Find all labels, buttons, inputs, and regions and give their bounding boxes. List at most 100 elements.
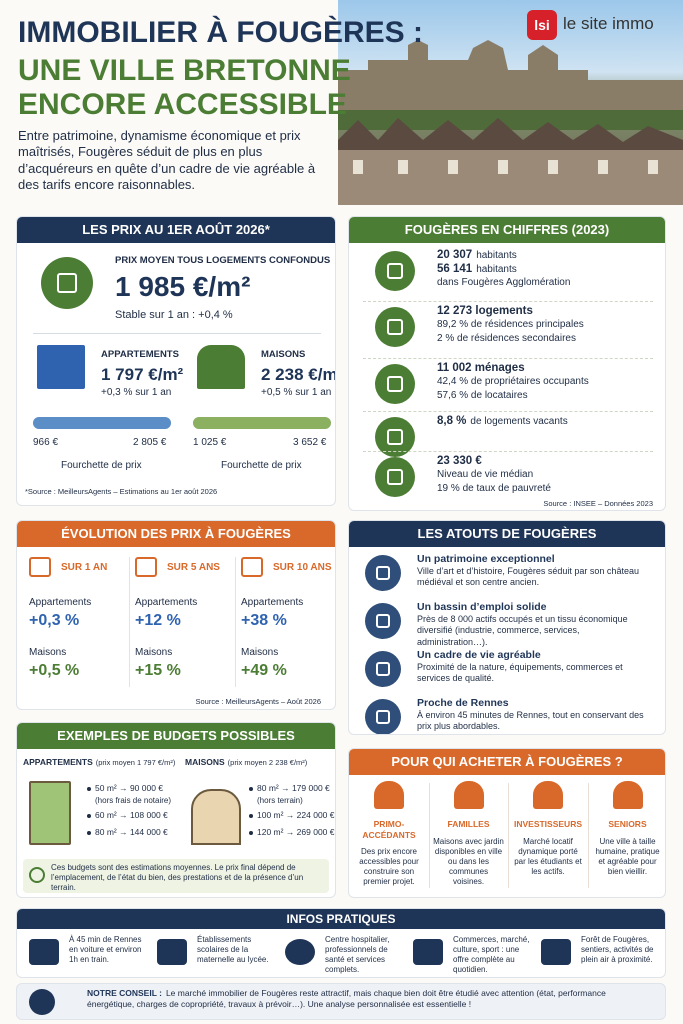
calendar-icon — [135, 557, 157, 577]
budget-line: 50 m² → 90 000 € — [95, 783, 164, 793]
icon — [375, 307, 415, 347]
icon-glyph — [387, 469, 403, 485]
row-value: +12 % — [135, 612, 181, 629]
prices-panel: LES PRIX AU 1ER AOÛT 2026* PRIX MOYEN TOU… — [16, 216, 336, 506]
practical-icon — [285, 939, 315, 965]
icon-glyph — [375, 565, 391, 581]
figure-line: 23 330 € — [437, 455, 486, 467]
group-label: APPARTEMENTS — [23, 757, 93, 767]
period-label: SUR 1 AN — [61, 562, 108, 573]
range-max: 3 652 € — [293, 437, 327, 448]
advice-text: Le marché immobilier de Fougères reste a… — [87, 988, 606, 1009]
icon — [365, 603, 401, 639]
practical-icon — [541, 939, 571, 965]
panel-header: ÉVOLUTION DES PRIX À FOUGÈRES — [17, 521, 335, 547]
panel-header: LES ATOUTS DE FOUGÈRES — [349, 521, 665, 547]
row-value: +49 % — [241, 662, 287, 679]
figure-line: 57,6 % de locataires — [437, 390, 528, 401]
asset-text: Près de 8 000 actifs occupés et un tissu… — [417, 614, 628, 647]
icon — [365, 699, 401, 734]
panel-header: LES PRIX AU 1ER AOÛT 2026* — [17, 217, 335, 243]
calendar-icon — [29, 557, 51, 577]
divider — [363, 411, 653, 412]
source: Source : INSEE – Données 2023 — [543, 499, 653, 508]
figure-text: Niveau de vie médian — [437, 469, 534, 480]
range-fill — [193, 417, 331, 429]
advice: NOTRE CONSEIL : Le marché immobilier de F… — [87, 988, 655, 1009]
range-label: Fourchette de prix — [221, 460, 302, 471]
logo-mark: lsi — [527, 10, 557, 40]
range-max: 2 805 € — [133, 437, 167, 448]
figure-line: 11 002 ménages — [437, 362, 529, 374]
icon — [375, 457, 415, 497]
intro: Entre patrimoine, dynamisme économique e… — [18, 128, 316, 192]
calendar-icon — [241, 557, 263, 577]
icon — [375, 364, 415, 404]
budget-line: 80 m² → 179 000 € — [257, 783, 330, 793]
practical-text: Établissements scolaires de la maternell… — [197, 935, 269, 964]
practical-text: Centre hospitalier, professionnels de sa… — [325, 935, 390, 974]
row-value: +0,3 % — [29, 612, 80, 629]
period-label: SUR 10 ANS — [273, 562, 332, 573]
audience-text: Une ville à taille humaine, pratique et … — [595, 837, 660, 876]
bulb-icon — [29, 867, 45, 883]
panel-header: EXEMPLES DE BUDGETS POSSIBLES — [17, 723, 335, 749]
asset-title: Proche de Rennes — [417, 697, 509, 709]
building-icon — [37, 345, 85, 389]
row-value: +0,5 % — [29, 662, 80, 679]
castle-illustration — [338, 40, 683, 205]
audience-title: INVESTISSEURS — [513, 819, 583, 829]
bullet — [87, 814, 91, 818]
icon-glyph — [387, 319, 403, 335]
figure-line: 56 141 habitants — [437, 263, 517, 275]
figure-line: 89,2 % de résidences principales — [437, 319, 584, 330]
bullet — [249, 814, 253, 818]
bullet — [249, 831, 253, 835]
group-label: MAISONS — [185, 757, 225, 767]
figure-line: 8,8 % de logements vacants — [437, 415, 568, 427]
row-type: Maisons — [241, 647, 279, 658]
icon — [365, 555, 401, 591]
figure-text: 19 % de taux de pauvreté — [437, 483, 551, 494]
divider — [33, 333, 321, 334]
figure-number: 11 002 ménages — [437, 362, 525, 374]
figure-number: 56 141 — [437, 263, 473, 275]
note-box: Ces budgets sont des estimations moyenne… — [23, 859, 329, 893]
average-label: PRIX MOYEN TOUS LOGEMENTS CONFONDUS — [115, 255, 331, 266]
practical-icon — [29, 939, 59, 965]
budget-note: (hors frais de notaire) — [95, 796, 172, 805]
figure-line: 19 % de taux de pauvreté — [437, 483, 551, 494]
figure-line: 2 % de résidences secondaires — [437, 333, 576, 344]
practical-icon — [157, 939, 187, 965]
icon-glyph — [375, 613, 391, 629]
group-sub: (prix moyen 2 238 €/m²) — [227, 758, 308, 767]
title-line: IMMOBILIER À FOUGÈRES : — [18, 16, 423, 49]
evolution-panel: ÉVOLUTION DES PRIX À FOUGÈRES SUR 1 AN App… — [16, 520, 336, 710]
audience-text: Marché locatif dynamique porté par les é… — [514, 837, 582, 876]
figure-text: 42,4 % de propriétaires occupants — [437, 376, 589, 387]
divider — [587, 783, 589, 888]
figure-text: 57,6 % de locataires — [437, 390, 528, 401]
audience-icon — [374, 781, 404, 809]
practical-icon — [413, 939, 443, 965]
budgets-panel: EXEMPLES DE BUDGETS POSSIBLES APPARTEMENT… — [16, 722, 336, 898]
type-label: MAISONS — [261, 349, 306, 360]
figure-line: 20 307 habitants — [437, 249, 517, 261]
bullet — [249, 787, 253, 791]
budget-line: 60 m² → 108 000 € — [95, 810, 168, 820]
range-bar — [33, 417, 171, 429]
budget-note: (hors terrain) — [257, 796, 303, 805]
figure-text: 89,2 % de résidences principales — [437, 319, 584, 330]
icon-glyph — [387, 376, 403, 392]
practical-panel: INFOS PRATIQUES À 45 min de Rennes en voi… — [16, 908, 666, 978]
average-change: Stable sur 1 an : +0,4 % — [115, 309, 233, 321]
figure-line: 42,4 % de propriétaires occupants — [437, 376, 589, 387]
budget-disclaimer: Ces budgets sont des estimations moyenne… — [51, 863, 304, 892]
icon-glyph — [387, 263, 403, 279]
audience-text: Maisons avec jardin disponibles en ville… — [433, 837, 504, 886]
building-icon — [197, 345, 245, 389]
audience-title: FAMILLES — [447, 819, 490, 829]
audience-panel: POUR QUI ACHETER À FOUGÈRES ? PRIMO-ACCÉD… — [348, 748, 666, 898]
title-line: UNE VILLE BRETONNE — [18, 54, 351, 87]
divider — [129, 557, 130, 687]
